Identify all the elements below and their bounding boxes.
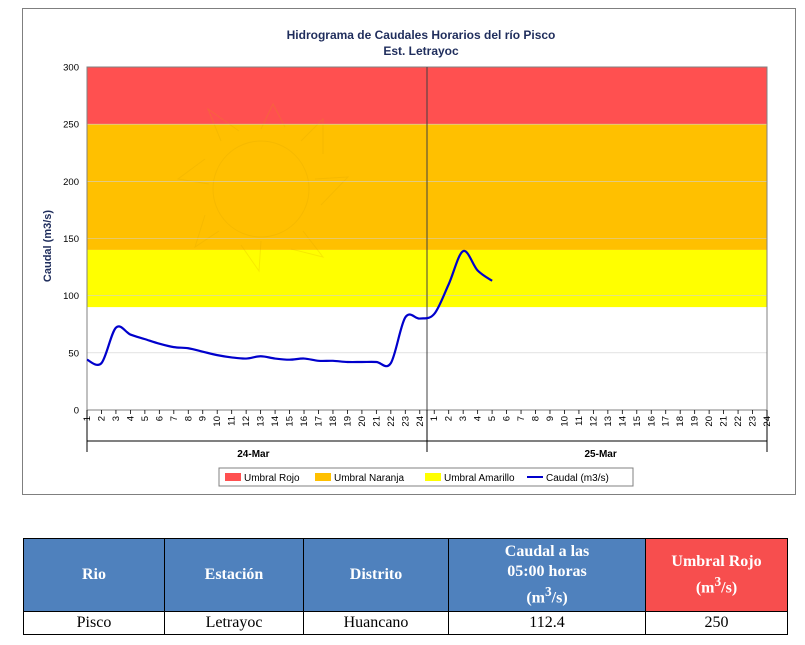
x-tick-label: 19: [690, 416, 701, 427]
header-caudal-unit: (m: [526, 589, 545, 607]
x-tick-label: 13: [603, 416, 614, 427]
x-tick-label: 23: [748, 416, 759, 427]
chart-subtitle: Est. Letrayoc: [383, 44, 459, 58]
x-tick-label: 15: [632, 416, 643, 427]
x-tick-label: 6: [154, 416, 165, 421]
cell-rio: Pisco: [23, 611, 165, 635]
legend-swatch-umbral-naranja: [315, 473, 331, 481]
x-tick-label: 12: [241, 416, 252, 427]
x-tick-label: 19: [342, 416, 353, 427]
x-tick-label: 14: [617, 416, 628, 427]
x-tick-label: 4: [125, 416, 136, 421]
x-tick-label: 9: [545, 416, 556, 421]
series-caudal: [86, 249, 493, 368]
y-tick-label: 150: [63, 234, 79, 245]
legend-swatch-umbral-amarillo: [425, 473, 441, 481]
header-caudal: Caudal a las 05:00 horas (m3/s): [448, 538, 646, 612]
x-tick-label: 20: [357, 416, 368, 427]
cell-umbral: 250: [645, 611, 788, 635]
x-tick-label: 8: [183, 416, 194, 421]
table-header-row: Rio Estación Distrito Caudal a las 05:00…: [23, 538, 788, 612]
y-tick-label: 200: [63, 177, 79, 188]
x-tick-label: 21: [371, 416, 382, 427]
header-caudal-unit-sup: 3: [544, 583, 552, 599]
x-tick-label: 17: [313, 416, 324, 427]
x-tick-label: 18: [675, 416, 686, 427]
hydrograph-chart: Hidrograma de Caudales Horarios del río …: [22, 8, 796, 495]
x-tick-label: 8: [531, 416, 542, 421]
x-tick-label: 16: [299, 416, 310, 427]
header-rio: Rio: [23, 538, 165, 612]
x-tick-label: 11: [227, 416, 238, 426]
legend-label-caudal-m3-s: Caudal (m3/s): [546, 473, 609, 484]
table-row: Pisco Letrayoc Huancano 112.4 250: [23, 611, 788, 635]
x-tick-label: 11: [574, 416, 585, 426]
x-tick-label: 6: [502, 416, 513, 421]
y-tick-label: 250: [63, 120, 79, 131]
y-tick-label: 300: [63, 63, 79, 74]
x-tick-label: 7: [169, 416, 180, 421]
x-tick-label: 2: [444, 416, 455, 421]
x-tick-label: 12: [588, 416, 599, 427]
x-tick-label: 10: [559, 416, 570, 427]
x-tick-label: 5: [487, 416, 498, 421]
x-tick-label: 15: [285, 416, 296, 427]
x-tick-label: 3: [458, 416, 469, 421]
x-tick-label: 5: [140, 416, 151, 421]
y-tick-labels: 0 50 100 150 200 250 300: [63, 63, 79, 417]
x-tick-label: 7: [516, 416, 527, 421]
x-tick-label: 24: [762, 416, 773, 427]
legend-swatch-umbral-rojo: [225, 473, 241, 481]
x-tick-label: 13: [256, 416, 267, 427]
x-tick-label: 9: [198, 416, 209, 421]
header-umbral-line1: Umbral Rojo: [671, 552, 762, 570]
header-umbral-rojo: Umbral Rojo (m3/s): [645, 538, 788, 612]
legend-label-umbral-naranja: Umbral Naranja: [334, 473, 404, 484]
chart-legend: Umbral Rojo Umbral Naranja Umbral Amarillo…: [218, 467, 634, 487]
header-umbral-unit-end: /s): [721, 579, 738, 597]
day-label: 25-Mar: [584, 449, 616, 460]
chart-title: Hidrograma de Caudales Horarios del río …: [287, 28, 556, 42]
header-umbral-unit-sup: 3: [714, 573, 722, 589]
x-tick-label: 22: [733, 416, 744, 427]
summary-table: Rio Estación Distrito Caudal a las 05:00…: [23, 538, 788, 635]
header-caudal-unit-end: /s): [551, 589, 568, 607]
x-tick-label: 23: [400, 416, 411, 427]
sun-watermark-icon: [176, 102, 350, 273]
x-tick-label: 18: [328, 416, 339, 427]
x-tick-label: 16: [646, 416, 657, 427]
x-tick-label: 20: [704, 416, 715, 427]
x-tick-label: 1: [82, 416, 93, 421]
x-tick-label: 14: [270, 416, 281, 427]
cell-estacion: Letrayoc: [164, 611, 304, 635]
day-labels: 24-Mar 25-Mar: [237, 449, 617, 460]
header-caudal-line2: 05:00 horas: [507, 562, 587, 580]
x-tick-label: 24: [415, 416, 426, 427]
legend-label-umbral-amarillo: Umbral Amarillo: [444, 473, 515, 484]
x-tick-label: 22: [386, 416, 397, 427]
plot-frame: [86, 66, 768, 452]
y-tick-label: 0: [74, 406, 79, 417]
x-tick-label: 3: [111, 416, 122, 421]
y-axis-label: Caudal (m3/s): [42, 210, 54, 282]
cell-caudal: 112.4: [448, 611, 646, 635]
cell-distrito: Huancano: [303, 611, 449, 635]
day-label: 24-Mar: [237, 449, 269, 460]
x-tick-label: 4: [473, 416, 484, 421]
x-tick-label: 10: [212, 416, 223, 427]
header-distrito: Distrito: [303, 538, 449, 612]
header-umbral-unit: (m: [695, 579, 715, 597]
x-tick-label: 2: [96, 416, 107, 421]
y-tick-label: 100: [63, 291, 79, 302]
header-estacion: Estación: [164, 538, 304, 612]
y-tick-label: 50: [68, 348, 79, 359]
x-tick-label: 21: [719, 416, 730, 427]
x-tick-label: 17: [661, 416, 672, 427]
x-tick-labels: 1 2 3 4 5 6 7 8 9 10 11 12 13 14 15 16 17 18 19 20 21 22 23 24 1…: [82, 410, 773, 427]
x-tick-label: 1: [429, 416, 440, 421]
legend-label-umbral-rojo: Umbral Rojo: [244, 473, 300, 484]
header-caudal-line1: Caudal a las: [504, 542, 590, 560]
